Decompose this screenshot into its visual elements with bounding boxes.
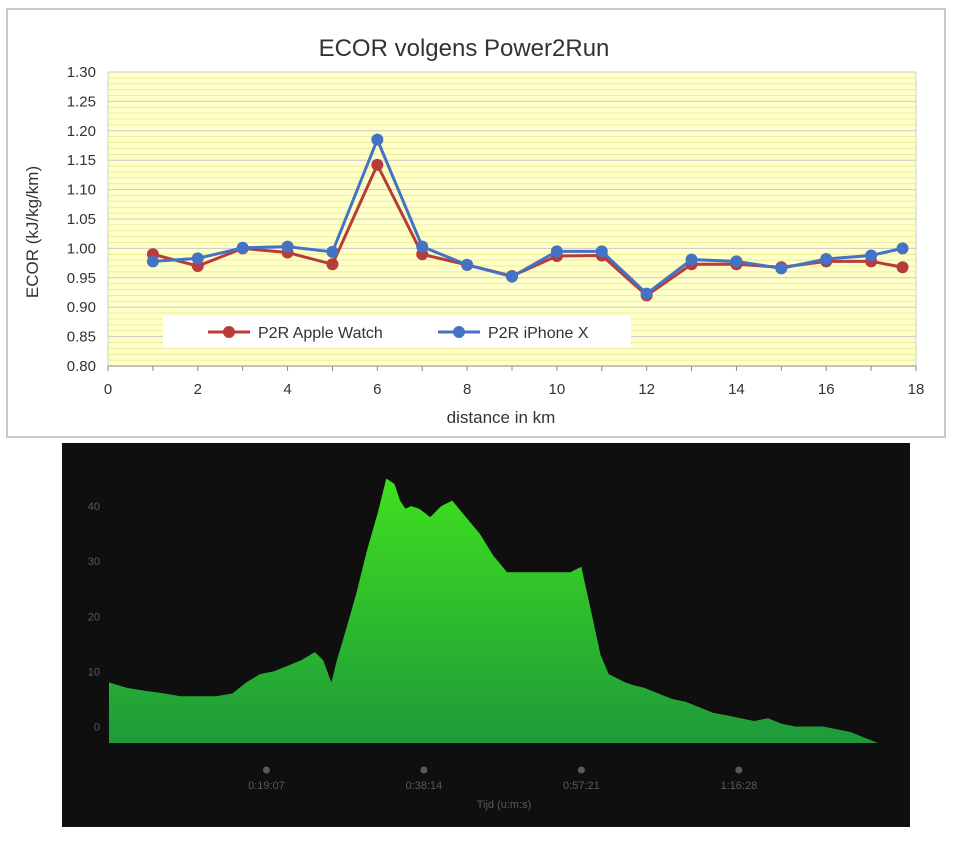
data-point [146, 255, 159, 268]
legend-label-apple-watch: P2R Apple Watch [258, 325, 383, 342]
data-point [371, 133, 384, 146]
series-line-1 [152, 135, 903, 296]
data-point [595, 245, 608, 258]
data-point [865, 249, 878, 262]
data-point [550, 245, 563, 258]
x-tick-label: 4 [283, 381, 291, 398]
data-point [326, 245, 339, 258]
y-tick-label: 1.25 [67, 93, 96, 110]
legend-label-iphone-x: P2R iPhone X [488, 325, 589, 342]
x-tick-label: 10 [549, 381, 566, 398]
data-point [896, 242, 909, 255]
data-point [775, 262, 788, 275]
y-tick-label: 40 [88, 501, 100, 513]
area-series [109, 478, 892, 743]
y-tick-label: 1.00 [67, 240, 96, 257]
y-tick-label: 0 [94, 721, 100, 733]
x-axis-label: Tijd (u:m:s) [477, 799, 532, 811]
axes: 0.80 0.85 0.90 0.95 1.00 1.05 1.10 1.15 1.20 1.25… [67, 64, 925, 398]
y-tick-label: 10 [88, 666, 100, 678]
y-tick-label: 20 [88, 611, 100, 623]
data-point [896, 261, 909, 274]
x-tick-dot [735, 766, 743, 774]
data-point [191, 252, 204, 265]
x-tick-label: 0 [104, 381, 112, 398]
x-tick-label: 0:19:07 [248, 780, 285, 792]
ecor-chart-frame: ECOR volgens Power2Run 0.80 0.85 0.90 0.95 1… [6, 8, 946, 438]
x-tick-dot [262, 766, 270, 774]
y-tick-label: 0.90 [67, 299, 96, 316]
x-tick-label: 18 [908, 381, 925, 398]
data-point [371, 158, 384, 171]
data-point [506, 270, 518, 283]
ecor-chart: ECOR volgens Power2Run 0.80 0.85 0.90 0.95 1… [23, 35, 925, 427]
y-tick-label: 1.30 [67, 64, 96, 81]
data-point [640, 287, 653, 300]
y-tick-label: 30 [88, 556, 100, 568]
x-tick-label: 2 [194, 381, 202, 398]
x-tick-label: 16 [818, 381, 835, 398]
y-tick-label: 0.95 [67, 270, 96, 287]
data-point [236, 241, 249, 254]
x-tick-label: 0:38:14 [406, 780, 443, 792]
x-tick-label: 6 [373, 381, 381, 398]
data-point [730, 255, 743, 268]
data-point [281, 240, 294, 253]
y-tick-label: 1.20 [67, 123, 96, 140]
data-point [685, 253, 698, 266]
y-axis-label: ECOR (kJ/kg/km) [23, 166, 42, 298]
legend: P2R Apple Watch P2R iPhone X [163, 316, 631, 348]
chart-title: ECOR volgens Power2Run [319, 35, 610, 62]
y-tick-label: 1.15 [67, 152, 96, 169]
area-chart-panel: 0 10 20 30 40 0:19:07 0:38:14 0:57:21 1:16:28 T… [62, 443, 910, 827]
x-tick-label: 0:57:21 [563, 780, 600, 792]
y-tick-label: 1.05 [67, 211, 96, 228]
legend-marker-apple-watch [223, 326, 235, 338]
x-tick-label: 14 [728, 381, 745, 398]
x-axis-label: distance in km [447, 408, 556, 427]
area-chart: 0 10 20 30 40 0:19:07 0:38:14 0:57:21 1:16:28 T… [88, 478, 892, 811]
series-group [146, 133, 909, 302]
y-tick-label: 0.85 [67, 329, 96, 346]
data-point [326, 258, 339, 271]
x-tick-label: 1:16:28 [720, 780, 757, 792]
y-tick-label: 0.80 [67, 358, 96, 375]
data-point [461, 258, 474, 271]
x-tick-dot [577, 766, 585, 774]
data-point [416, 240, 429, 253]
x-tick-dot [420, 766, 428, 774]
data-point [820, 252, 833, 265]
x-tick-label: 12 [638, 381, 655, 398]
y-tick-label: 1.10 [67, 182, 96, 199]
y-ticks: 0 10 20 30 40 [88, 501, 100, 733]
legend-marker-iphone-x [453, 326, 465, 338]
x-tick-label: 8 [463, 381, 471, 398]
x-ticks: 0:19:07 0:38:14 0:57:21 1:16:28 [248, 766, 757, 792]
